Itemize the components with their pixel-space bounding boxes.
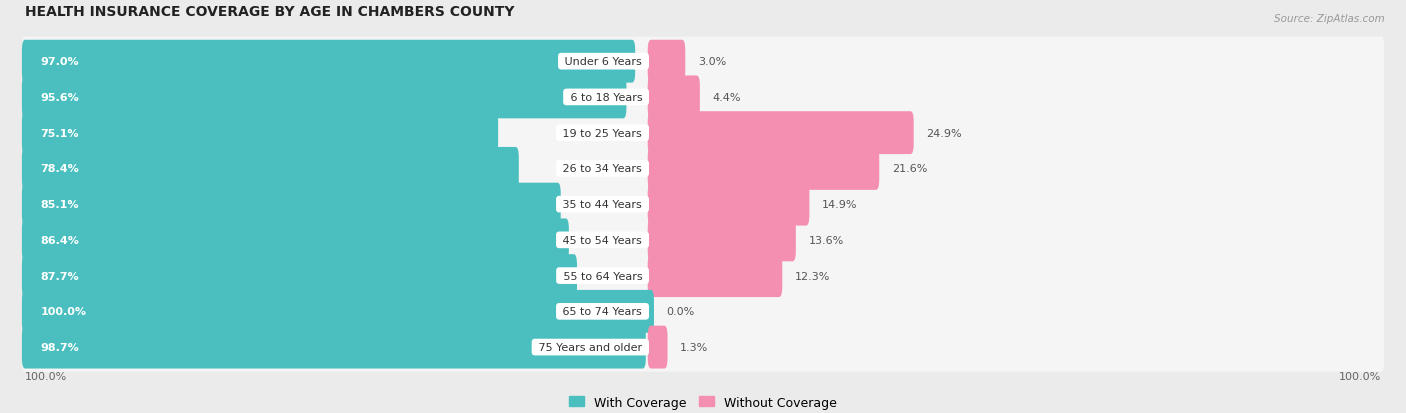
Text: 12.3%: 12.3% <box>794 271 830 281</box>
Text: 95.6%: 95.6% <box>41 93 79 103</box>
Text: 75 Years and older: 75 Years and older <box>536 342 645 352</box>
FancyBboxPatch shape <box>22 183 561 226</box>
Text: 35 to 44 Years: 35 to 44 Years <box>560 199 645 210</box>
FancyBboxPatch shape <box>22 40 636 83</box>
FancyBboxPatch shape <box>22 76 627 119</box>
Legend: With Coverage, Without Coverage: With Coverage, Without Coverage <box>564 391 842 413</box>
Text: HEALTH INSURANCE COVERAGE BY AGE IN CHAMBERS COUNTY: HEALTH INSURANCE COVERAGE BY AGE IN CHAM… <box>25 5 515 19</box>
Text: 97.0%: 97.0% <box>41 57 79 67</box>
Text: 87.7%: 87.7% <box>41 271 79 281</box>
Text: Source: ZipAtlas.com: Source: ZipAtlas.com <box>1274 14 1385 24</box>
Text: 4.4%: 4.4% <box>713 93 741 103</box>
FancyBboxPatch shape <box>22 112 498 155</box>
Text: 24.9%: 24.9% <box>927 128 962 138</box>
Text: 85.1%: 85.1% <box>41 199 79 210</box>
FancyBboxPatch shape <box>22 219 569 262</box>
FancyBboxPatch shape <box>648 40 685 83</box>
FancyBboxPatch shape <box>22 252 1384 301</box>
Text: 45 to 54 Years: 45 to 54 Years <box>560 235 645 245</box>
FancyBboxPatch shape <box>22 180 1384 229</box>
FancyBboxPatch shape <box>22 147 519 190</box>
FancyBboxPatch shape <box>22 73 1384 122</box>
FancyBboxPatch shape <box>648 219 796 262</box>
Text: 0.0%: 0.0% <box>666 306 695 317</box>
FancyBboxPatch shape <box>22 145 1384 194</box>
FancyBboxPatch shape <box>22 216 1384 265</box>
Text: 19 to 25 Years: 19 to 25 Years <box>560 128 645 138</box>
Text: Under 6 Years: Under 6 Years <box>561 57 645 67</box>
FancyBboxPatch shape <box>22 326 645 369</box>
Text: 100.0%: 100.0% <box>41 306 87 317</box>
FancyBboxPatch shape <box>648 147 879 190</box>
FancyBboxPatch shape <box>648 254 782 297</box>
FancyBboxPatch shape <box>22 38 1384 87</box>
FancyBboxPatch shape <box>22 323 1384 372</box>
FancyBboxPatch shape <box>22 287 1384 336</box>
Text: 98.7%: 98.7% <box>41 342 79 352</box>
FancyBboxPatch shape <box>648 183 810 226</box>
FancyBboxPatch shape <box>22 290 654 333</box>
FancyBboxPatch shape <box>22 254 576 297</box>
FancyBboxPatch shape <box>648 326 668 369</box>
Text: 13.6%: 13.6% <box>808 235 844 245</box>
Text: 14.9%: 14.9% <box>823 199 858 210</box>
Text: 21.6%: 21.6% <box>891 164 927 174</box>
FancyBboxPatch shape <box>22 109 1384 158</box>
Text: 6 to 18 Years: 6 to 18 Years <box>567 93 645 103</box>
Text: 100.0%: 100.0% <box>1339 371 1381 381</box>
Text: 55 to 64 Years: 55 to 64 Years <box>560 271 645 281</box>
Text: 3.0%: 3.0% <box>697 57 725 67</box>
Text: 26 to 34 Years: 26 to 34 Years <box>560 164 645 174</box>
FancyBboxPatch shape <box>648 76 700 119</box>
Text: 86.4%: 86.4% <box>41 235 80 245</box>
Text: 65 to 74 Years: 65 to 74 Years <box>560 306 645 317</box>
Text: 100.0%: 100.0% <box>25 371 67 381</box>
FancyBboxPatch shape <box>648 112 914 155</box>
Text: 1.3%: 1.3% <box>681 342 709 352</box>
Text: 78.4%: 78.4% <box>41 164 79 174</box>
Text: 75.1%: 75.1% <box>41 128 79 138</box>
